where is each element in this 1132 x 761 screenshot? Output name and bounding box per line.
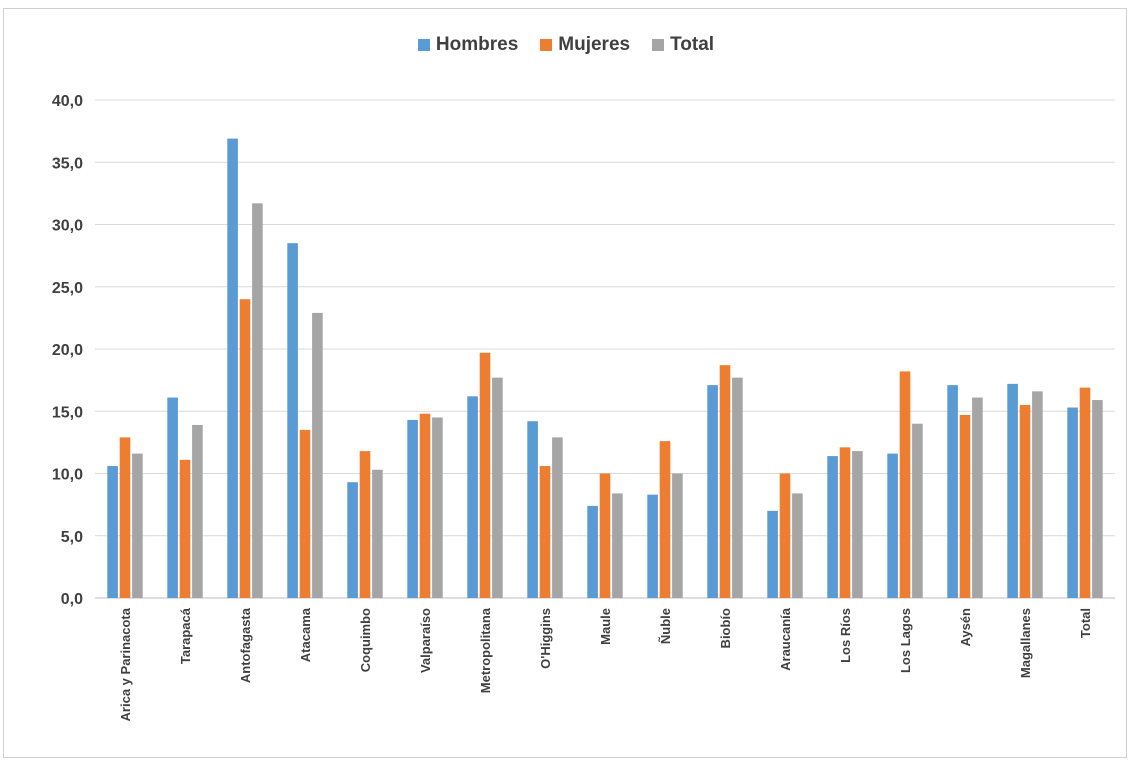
bar-hombres (587, 505, 598, 598)
bar-mujeres (539, 466, 551, 598)
bar-total (912, 423, 923, 598)
legend-label-hombres: Hombres (435, 34, 519, 55)
bar-mujeres (659, 441, 671, 598)
bar-mujeres (479, 352, 491, 598)
bar-hombres (707, 385, 718, 598)
y-tick-label: 0,0 (61, 591, 83, 608)
bar-total (612, 493, 623, 598)
x-tick-label: Atacama (298, 607, 313, 662)
x-tick-label: Coquimbo (358, 608, 373, 672)
bar-total (972, 397, 983, 598)
legend: Hombres Mujeres Total (0, 34, 1132, 56)
bar-total (312, 312, 323, 598)
y-tick-label: 10,0 (52, 467, 83, 484)
bar-total (432, 417, 443, 598)
x-tick-label: Biobío (718, 608, 733, 648)
bar-hombres (827, 456, 838, 598)
bar-total (552, 437, 563, 598)
bar-hombres (527, 421, 538, 598)
x-tick-label: O'Higgins (538, 608, 553, 669)
bar-mujeres (359, 451, 371, 598)
bar-mujeres (239, 299, 251, 598)
bar-hombres (1007, 383, 1018, 598)
legend-swatch-hombres (417, 39, 430, 51)
x-tick-label: Tarapacá (178, 607, 193, 664)
x-tick-label: Los Lagos (898, 608, 913, 673)
bar-hombres (887, 453, 898, 598)
x-tick-label: Magallanes (1018, 608, 1033, 678)
bar-hombres (647, 494, 658, 598)
x-tick-label: Antofagasta (238, 607, 253, 683)
bar-mujeres (599, 473, 611, 598)
bar-mujeres (1079, 387, 1091, 598)
legend-item-mujeres: Mujeres (540, 34, 630, 56)
legend-swatch-total (652, 39, 665, 51)
legend-swatch-mujeres (540, 39, 553, 51)
bar-total (792, 493, 803, 598)
x-tick-label: Araucanía (778, 607, 793, 671)
bar-mujeres (959, 414, 971, 598)
bar-hombres (947, 385, 958, 598)
x-tick-label: Los Ríos (838, 608, 853, 663)
x-tick-label: Arica y Parinacota (118, 607, 133, 721)
y-tick-label: 5,0 (61, 529, 83, 546)
y-tick-label: 35,0 (52, 155, 83, 172)
bar-mujeres (719, 365, 731, 598)
bar-total (132, 453, 143, 598)
x-tick-label: Total (1078, 608, 1093, 638)
bar-hombres (767, 510, 778, 598)
y-tick-label: 40,0 (52, 93, 83, 110)
bar-hombres (107, 466, 118, 598)
bar-mujeres (119, 437, 131, 598)
x-tick-label: Aysén (958, 608, 973, 647)
bar-mujeres (419, 413, 431, 598)
bar-mujeres (299, 429, 311, 598)
x-tick-label: Valparaíso (418, 608, 433, 673)
legend-item-hombres: Hombres (417, 34, 519, 56)
bar-total (732, 377, 743, 598)
bar-hombres (227, 138, 238, 598)
bar-mujeres (179, 459, 191, 598)
y-tick-label: 15,0 (52, 404, 83, 421)
bar-total (372, 469, 383, 598)
bar-total (252, 203, 263, 598)
y-tick-label: 30,0 (52, 218, 83, 235)
bar-hombres (1067, 407, 1078, 598)
bar-hombres (287, 243, 298, 598)
bar-total (492, 377, 503, 598)
bar-mujeres (839, 447, 851, 598)
bar-hombres (407, 419, 418, 598)
x-tick-label: Ñuble (658, 608, 673, 644)
legend-label-mujeres: Mujeres (558, 34, 631, 55)
y-tick-label: 20,0 (52, 342, 83, 359)
bar-hombres (347, 482, 358, 598)
bar-hombres (167, 397, 178, 598)
legend-item-total: Total (652, 34, 714, 56)
x-tick-label: Maule (598, 608, 613, 645)
chart-frame (3, 8, 1127, 758)
bar-total (192, 424, 203, 598)
bar-total (852, 451, 863, 598)
bar-total (672, 473, 683, 598)
y-tick-label: 25,0 (52, 280, 83, 297)
bar-mujeres (1019, 405, 1031, 598)
x-tick-label: Metropolitana (478, 607, 493, 693)
bar-mujeres (779, 473, 791, 598)
bar-total (1032, 391, 1043, 598)
bar-total (1092, 400, 1103, 598)
bar-hombres (467, 396, 478, 598)
bar-mujeres (899, 371, 911, 598)
legend-label-total: Total (670, 34, 715, 55)
